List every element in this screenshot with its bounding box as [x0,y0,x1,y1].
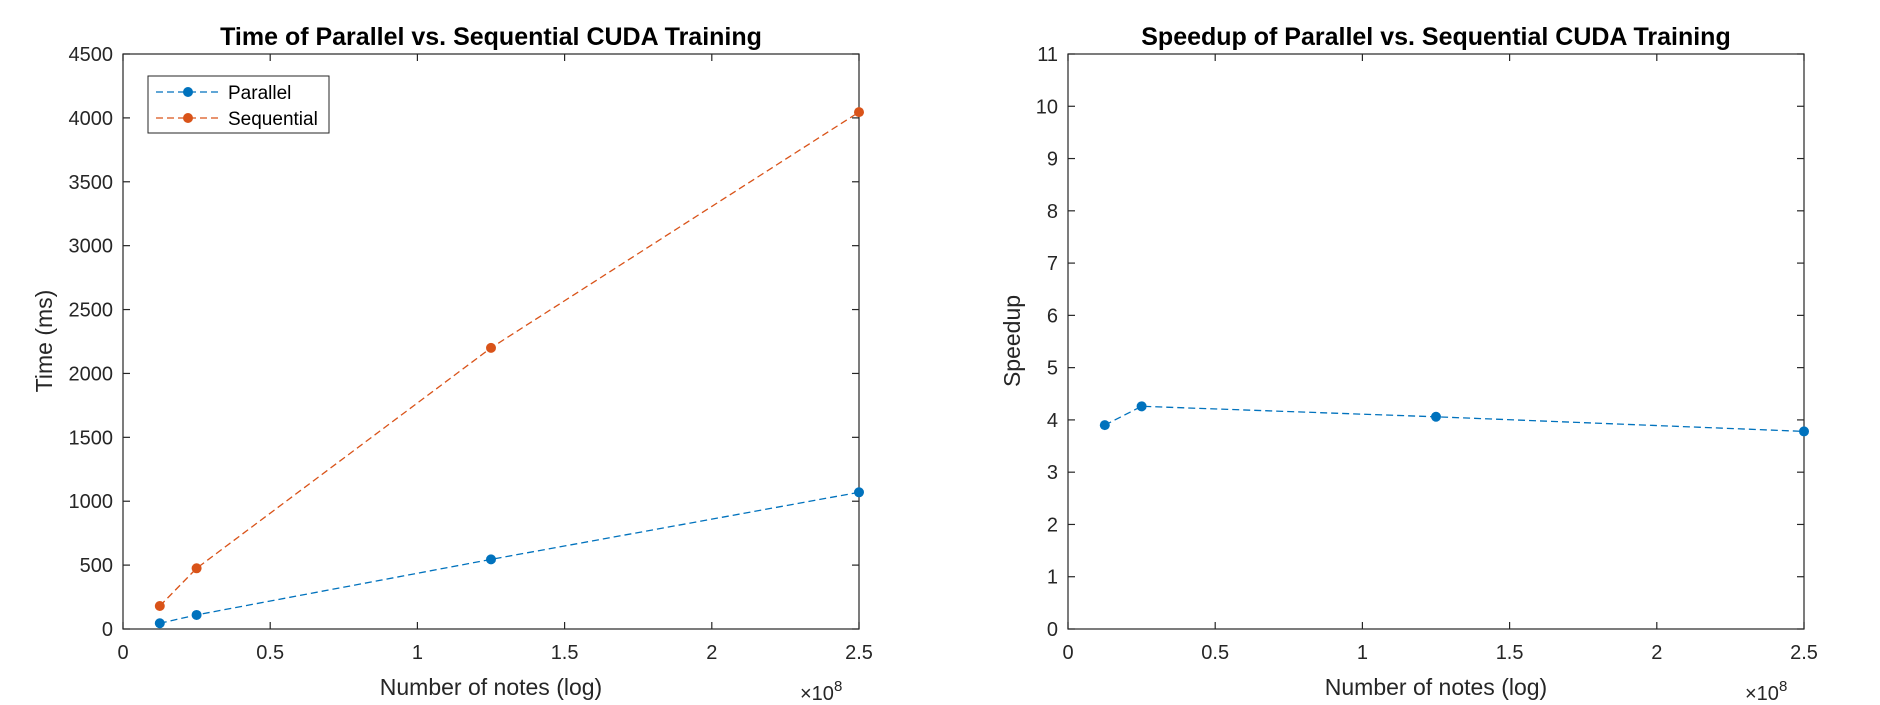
y-tick-label: 4000 [69,108,114,130]
time-y-ticks: 0 500 1000 1500 2000 2500 3000 3500 4000 4500 [69,44,859,641]
y-tick-label: 4 [1047,410,1058,432]
speedup-plot-area [1067,53,1805,630]
time-x-ticks: 0 0.5 1 1.5 2 2.5 [117,54,873,664]
y-tick-label: 0 [102,619,113,641]
time-point-parallel [486,554,496,565]
y-tick-label: 9 [1047,149,1058,171]
legend-entry-sequential: Sequential [156,109,318,130]
time-line-sequential [159,111,860,607]
y-tick-label: 4500 [69,44,114,66]
legend-label-sequential: Sequential [228,109,318,130]
y-tick-label: 500 [80,555,113,577]
legend-label-parallel: Parallel [228,83,291,104]
x-tick-label: 2 [1651,642,1662,664]
y-tick-label: 3000 [69,236,114,258]
y-tick-label: 3 [1047,462,1058,484]
speedup-x-ticks: 0 0.5 1 1.5 2 2.5 [1062,54,1818,664]
speedup-y-axis-label: Speedup [999,295,1025,387]
x-tick-label: 0 [1062,642,1073,664]
x-tick-label: 0.5 [1201,642,1229,664]
y-tick-label: 1 [1047,567,1058,589]
speedup-x-exponent: ×108 [1745,678,1787,705]
speedup-series [1099,401,1809,437]
x-tick-label: 0 [117,642,128,664]
time-line-parallel [159,491,860,624]
x-tick-label: 2.5 [1790,642,1818,664]
y-tick-label: 2000 [69,363,114,385]
y-tick-label: 0 [1047,619,1058,641]
time-point-sequential [154,601,165,611]
x-tick-label: 1.5 [551,642,579,664]
time-point-sequential [854,107,864,118]
time-point-parallel [854,487,864,498]
x-tick-label: 1 [1357,642,1368,664]
legend-entry-parallel: Parallel [156,83,291,104]
y-tick-label: 8 [1047,201,1058,223]
speedup-line-series-1 [1104,405,1805,433]
speedup-point-series-1 [1431,411,1441,422]
speedup-chart-title: Speedup of Parallel vs. Sequential CUDA … [1141,23,1730,51]
time-point-parallel [191,609,202,620]
x-tick-label: 1.5 [1496,642,1524,664]
time-chart: Time of Parallel vs. Sequential CUDA Tra… [31,23,873,705]
y-tick-label: 5 [1047,358,1058,380]
time-y-axis-label: Time (ms) [31,290,57,393]
x-tick-label: 0.5 [256,642,284,664]
x-tick-label: 1 [412,642,423,664]
time-series [154,107,864,629]
y-tick-label: 3500 [69,172,114,194]
speedup-point-series-1 [1799,426,1809,437]
time-point-sequential [486,342,496,353]
speedup-chart: Speedup of Parallel vs. Sequential CUDA … [999,23,1818,705]
time-chart-title: Time of Parallel vs. Sequential CUDA Tra… [220,23,762,51]
speedup-x-axis-label: Number of notes (log) [1325,674,1547,700]
x-tick-label: 2.5 [845,642,873,664]
legend-marker-parallel [183,87,193,97]
y-tick-label: 1500 [69,427,114,449]
y-tick-label: 11 [1037,44,1058,66]
y-tick-label: 6 [1047,305,1058,327]
time-point-sequential [191,563,202,574]
y-tick-label: 2 [1047,514,1058,536]
x-tick-label: 2 [706,642,717,664]
time-x-axis-label: Number of notes (log) [380,674,602,700]
speedup-y-ticks: 0 1 2 3 4 5 6 7 8 9 10 11 [1036,44,1804,641]
speedup-point-series-1 [1136,401,1147,412]
y-tick-label: 1000 [69,491,114,513]
legend-marker-sequential [183,113,193,123]
y-tick-label: 7 [1047,253,1058,275]
time-x-exponent: ×108 [800,678,842,705]
legend-box [147,75,330,134]
legend: Parallel Sequential [147,75,330,134]
y-tick-label: 2500 [69,300,114,322]
time-point-parallel [154,618,165,629]
y-tick-label: 10 [1036,96,1058,118]
time-plot-area [122,53,860,630]
speedup-point-series-1 [1099,420,1110,431]
